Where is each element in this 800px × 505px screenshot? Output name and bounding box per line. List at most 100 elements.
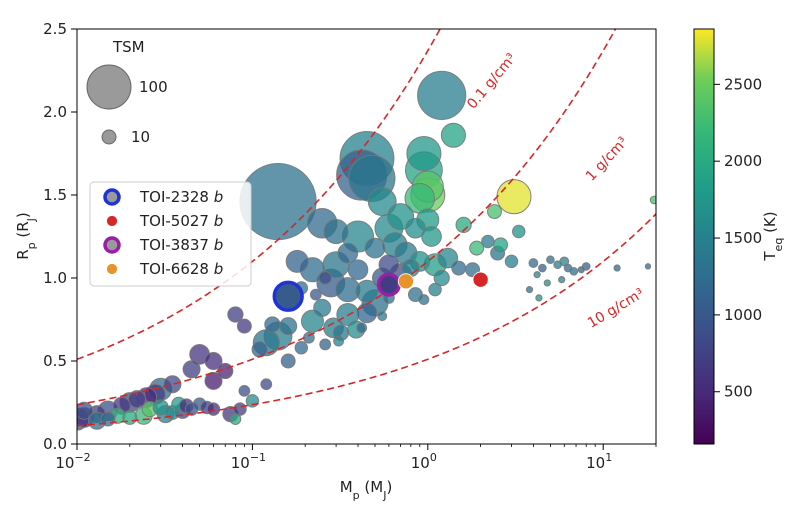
planet-point [577,266,585,274]
planet-point [428,282,442,297]
planet-point [378,254,400,276]
x-tick-label: 10−2 [55,451,90,472]
colorbar-tick-label: 2500 [724,75,762,93]
highlighted-point [397,273,414,290]
planet-point [264,316,281,333]
colorbar [693,28,715,445]
planet-point [525,286,534,294]
y-axis-label: Rp (RJ) [14,212,38,260]
planet-point [319,338,332,351]
planet-point [504,254,519,269]
planet-point [493,237,509,253]
planet-point [496,179,532,215]
planet-point [309,288,322,301]
planet-point [569,267,579,276]
planet-point [451,260,467,276]
planet-point [128,390,147,409]
planet-point [437,247,459,269]
planet-legend-label: TOI-6628 b [139,260,223,278]
planet-point [469,240,485,256]
planet-point [528,258,539,268]
planet-legend-label: TOI-5027 b [139,212,223,230]
density-curves [77,29,656,427]
planet-point [206,402,221,416]
x-axis-label: Mp (MJ) [340,478,393,502]
size-legend-label: 10 [131,128,150,146]
planet-point [236,318,252,334]
planet-legend-marker [106,215,118,227]
size-legend-marker [101,129,117,145]
tsm-size-legend: TSM 100 10 [86,38,168,146]
planet-point [279,317,298,336]
colorbar-label: Teq (K) [761,211,785,261]
planet-point [487,204,502,220]
planet-legend-box [89,181,252,287]
planet-point [558,276,566,284]
planet-point [285,249,309,273]
y-axis-ticks: 0.0 0.5 1.0 1.5 2.0 2.5 [43,20,77,453]
planet-point [294,340,309,355]
planet-point [333,335,345,347]
highlighted-point [272,280,304,312]
planet-point [313,298,332,317]
planet-point [260,378,273,391]
planet-point [546,255,555,265]
highlighted-point [472,271,489,288]
colorbar-tick-label: 500 [724,383,753,401]
planet-point [347,259,369,281]
planet-point [455,216,472,234]
planet-point [356,302,378,324]
plot-frame [76,28,657,445]
planet-point [163,375,182,394]
planet-point [440,122,466,148]
y-tick-label: 0.5 [43,352,67,370]
planet-point [355,279,379,303]
planet-legend-marker [106,263,118,275]
density-curve [77,29,441,361]
size-legend-marker [86,64,132,110]
planet-point [405,217,426,239]
planet-point [481,234,495,249]
planet-point [227,306,244,323]
colorbar-ticks: 500 1000 1500 2000 2500 [714,75,762,401]
x-tick-label: 100 [411,451,437,472]
planet-point [204,351,223,371]
planet-point [356,322,368,334]
planet-point [318,271,332,285]
y-tick-label: 2.0 [43,103,67,121]
planet-legend-marker [103,188,121,206]
planet-point [433,269,450,287]
highlighted-point [376,272,401,297]
planet-legend-label: TOI-2328 b [139,188,223,206]
planet-point [251,341,268,358]
size-legend-label: 100 [139,78,168,96]
planet-point [417,70,467,120]
planet-point [229,413,242,425]
planet-legend: TOI-2328 b TOI-5027 b TOI-3837 b TOI-6628 b [89,181,252,287]
density-curve [77,29,617,406]
planet-legend-marker [103,236,121,254]
planet-point [613,264,621,272]
x-axis-ticks: 10−2 10−1 100 101 [55,444,657,472]
colorbar-tick-label: 1000 [724,306,762,324]
planet-legend-label: TOI-3837 b [139,236,223,254]
planet-point [644,263,652,270]
planet-point [122,409,138,425]
planet-point [204,371,223,390]
planet-point [377,311,388,322]
planet-point [182,360,201,379]
planet-point [512,224,526,239]
planet-point [533,271,541,279]
x-tick-label: 101 [586,451,612,472]
highlighted-planets [272,271,489,312]
x-tick-label: 10−1 [231,451,266,472]
y-tick-label: 1.5 [43,186,67,204]
colorbar-tick-label: 2000 [724,152,762,170]
planet-point [421,226,442,247]
size-legend-title: TSM [112,38,145,56]
y-tick-label: 0.0 [43,435,67,453]
planet-point [418,294,430,305]
planet-point [406,135,442,172]
y-tick-label: 2.5 [43,20,67,38]
